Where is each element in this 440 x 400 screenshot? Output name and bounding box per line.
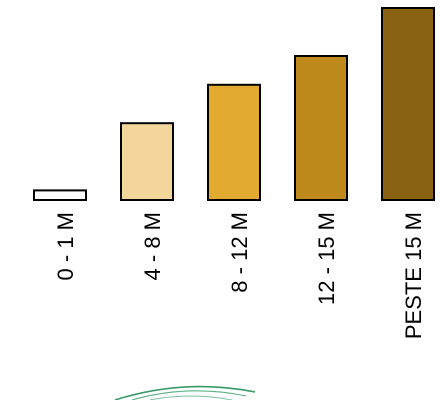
bars-layer [33, 7, 435, 201]
tick-label-4: PESTE 15 M [401, 212, 426, 339]
bar-4 [381, 7, 435, 201]
map-seal-fragment [114, 385, 256, 400]
bar-0 [33, 189, 87, 201]
tick-label-0: 0 - 1 M [53, 212, 78, 280]
bar-2 [207, 83, 261, 201]
tick-labels-layer: 0 - 1 M 4 - 8 M 8 - 12 M 12 - 15 M PESTE 15 … [53, 212, 426, 339]
tick-label-1: 4 - 8 M [140, 212, 165, 280]
bar-3 [294, 55, 348, 201]
tick-label-2: 8 - 12 M [227, 212, 252, 293]
tick-label-3: 12 - 15 M [314, 212, 339, 305]
bar-1 [120, 122, 174, 201]
